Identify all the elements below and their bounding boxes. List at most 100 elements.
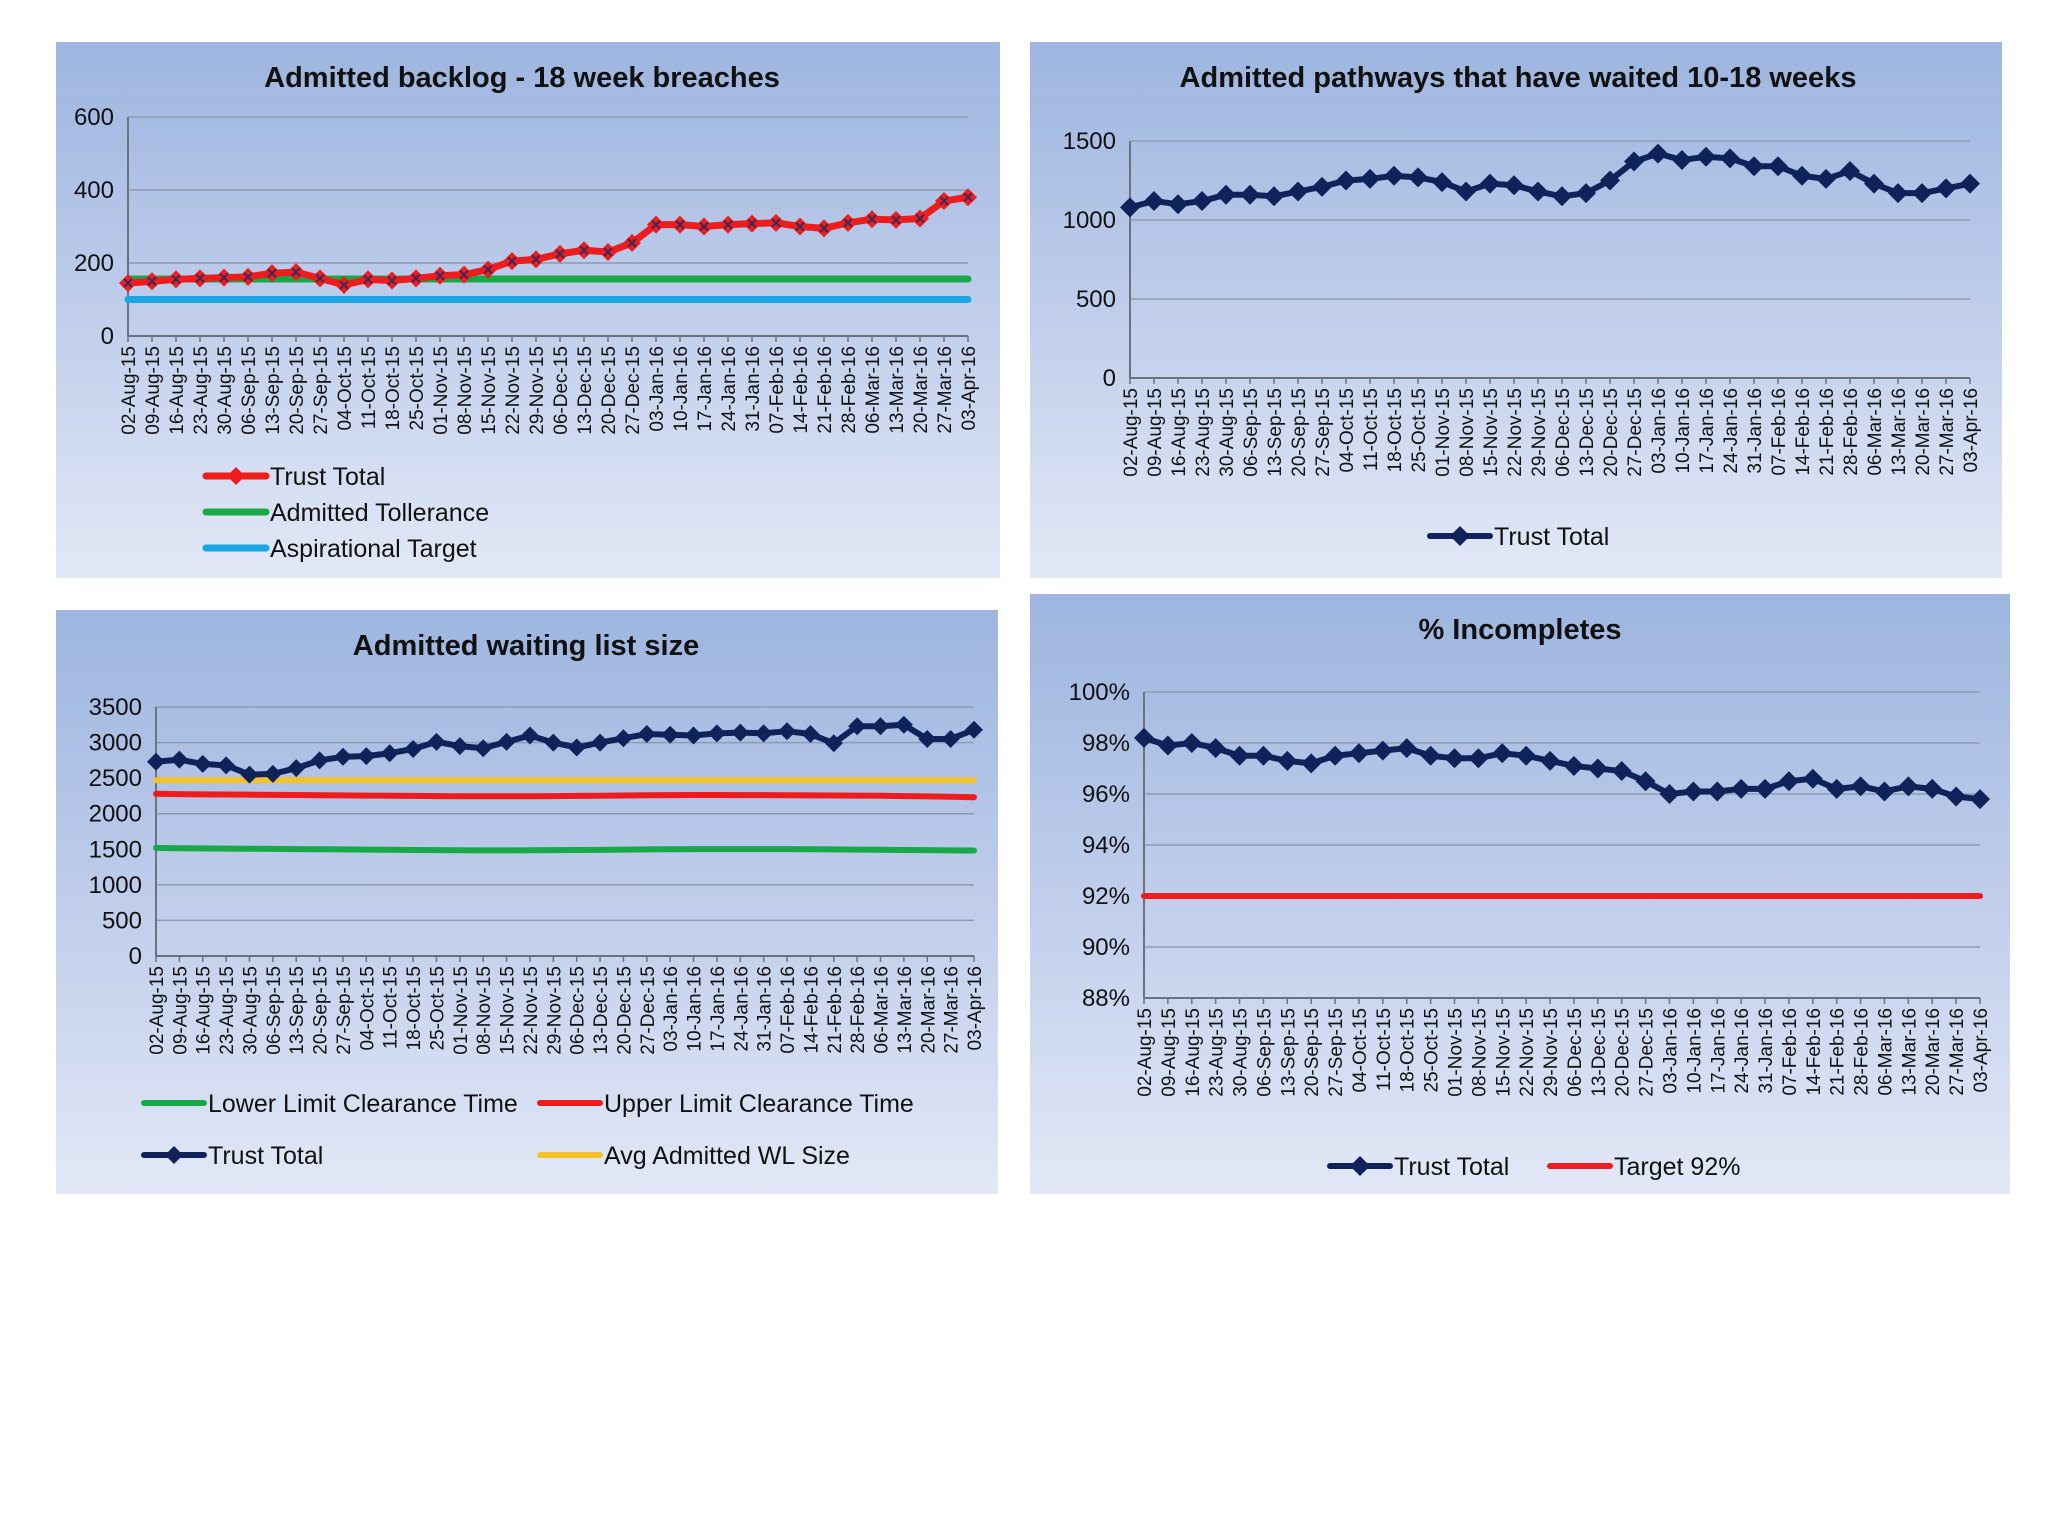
- data-point: [778, 722, 797, 741]
- x-tick-label: 06-Mar-16: [872, 966, 893, 1054]
- x-tick-label: 28-Feb-16: [1852, 1008, 1873, 1096]
- data-point: [1587, 758, 1608, 779]
- x-tick-label: 10-Jan-16: [1684, 1008, 1705, 1094]
- data-point: [1408, 167, 1428, 188]
- x-tick-label: 13-Dec-15: [575, 346, 596, 435]
- x-tick-label: 20-Mar-16: [911, 346, 932, 434]
- y-tick-label: 1500: [89, 836, 142, 863]
- x-tick-label: 20-Dec-15: [1601, 388, 1622, 477]
- data-point: [1134, 727, 1154, 748]
- data-point: [1480, 173, 1500, 194]
- x-tick-label: 07-Feb-16: [1780, 1008, 1801, 1096]
- data-point: [1264, 186, 1284, 207]
- x-tick-label: 06-Dec-15: [1565, 1008, 1586, 1097]
- y-tick-label: 1500: [1063, 128, 1116, 155]
- x-tick-label: 20-Sep-15: [311, 966, 332, 1055]
- x-tick-label: 06-Sep-15: [1241, 388, 1262, 477]
- x-tick-label: 31-Jan-16: [1745, 388, 1766, 474]
- data-point: [591, 733, 610, 752]
- x-tick-label: 03-Jan-16: [1649, 388, 1670, 474]
- chart-wlsize: Admitted waiting list size 0 500 1000 1500 2…: [89, 630, 986, 1170]
- data-point: [1672, 149, 1692, 170]
- data-point: [1707, 781, 1728, 802]
- data-point-cross: [579, 245, 589, 255]
- x-tick-label: 20-Mar-16: [1913, 388, 1934, 476]
- data-point: [1874, 781, 1895, 802]
- x-tick-label: 18-Oct-15: [404, 966, 425, 1050]
- chart-incompletes: % Incompletes 88% 90% 92% 94% 96% 98% 100% 02-A…: [1069, 614, 1992, 1181]
- x-tick-label: 14-Feb-16: [791, 346, 812, 434]
- x-tick-label: 31-Jan-16: [1756, 1008, 1777, 1094]
- x-tick-label: 04-Oct-15: [357, 966, 378, 1050]
- x-tick-label: 17-Jan-16: [708, 966, 729, 1052]
- legend-marker: [1450, 526, 1470, 546]
- y-tick-label: 2000: [89, 801, 142, 828]
- data-point: [1840, 161, 1860, 182]
- x-tick-label: 06-Sep-15: [264, 966, 285, 1055]
- data-point: [918, 730, 937, 749]
- x-tick-label: 23-Aug-15: [191, 346, 212, 435]
- y-tick-label: 600: [74, 104, 114, 131]
- data-point: [1216, 184, 1236, 205]
- x-tick-label: 27-Mar-16: [1937, 388, 1958, 476]
- chart-panel-wlsize: Admitted waiting list size 0 500 1000 1500 2…: [56, 610, 998, 1194]
- x-tick-label: 04-Oct-15: [335, 346, 356, 430]
- y-tick-label: 200: [74, 250, 114, 277]
- x-tick-label: 07-Feb-16: [778, 966, 799, 1054]
- x-tick-label: 09-Aug-15: [1159, 1008, 1180, 1097]
- legend-entry: Trust Total: [270, 463, 385, 491]
- data-point: [1492, 743, 1513, 764]
- data-point: [1528, 181, 1548, 202]
- x-tick-label: 02-Aug-15: [1135, 1008, 1156, 1097]
- series-line: [153, 844, 977, 854]
- legend-entry: Target 92%: [1614, 1153, 1740, 1181]
- data-point: [1552, 186, 1572, 207]
- legend-entry: Trust Total: [1394, 1153, 1509, 1181]
- data-point: [404, 739, 423, 758]
- chart-title: Admitted waiting list size: [353, 630, 699, 662]
- data-point: [731, 723, 750, 742]
- data-point: [871, 717, 890, 736]
- x-tick-label: 10-Jan-16: [685, 966, 706, 1052]
- x-tick-label: 29-Nov-15: [1541, 1008, 1562, 1097]
- x-tick-label: 30-Aug-15: [1231, 1008, 1252, 1097]
- x-tick-label: 30-Aug-15: [240, 966, 261, 1055]
- series-line: [153, 721, 977, 778]
- x-tick-label: 20-Mar-16: [1923, 1008, 1944, 1096]
- data-point-cross: [507, 256, 517, 266]
- data-point: [941, 730, 960, 749]
- x-tick-label: 25-Oct-15: [1409, 388, 1430, 472]
- data-point: [1946, 786, 1967, 807]
- x-tick-label: 22-Nov-15: [521, 966, 542, 1055]
- x-tick-label: 06-Mar-16: [1865, 388, 1886, 476]
- x-tick-label: 09-Aug-15: [143, 346, 164, 435]
- x-tick-label: 11-Oct-15: [1374, 1008, 1395, 1091]
- data-point: [1277, 750, 1298, 771]
- y-tick-label: 400: [74, 177, 114, 204]
- x-tick-label: 14-Feb-16: [801, 966, 822, 1054]
- data-point: [1181, 733, 1202, 753]
- data-point: [614, 729, 633, 748]
- x-tick-label: 30-Aug-15: [215, 346, 236, 435]
- x-tick-label: 20-Dec-15: [599, 346, 620, 435]
- data-point: [1696, 146, 1716, 167]
- data-point: [1755, 778, 1776, 799]
- x-tick-label: 17-Jan-16: [1708, 1008, 1729, 1094]
- x-tick-label: 02-Aug-15: [119, 346, 140, 435]
- data-point: [333, 747, 352, 766]
- x-tick-label: 10-Jan-16: [1673, 388, 1694, 474]
- data-point: [1744, 156, 1764, 177]
- data-point: [520, 726, 539, 745]
- x-tick-label: 15-Nov-15: [479, 346, 500, 435]
- y-tick-label: 0: [1103, 365, 1116, 392]
- x-tick-label: 20-Mar-16: [918, 966, 939, 1054]
- data-point-cross: [459, 269, 469, 280]
- y-tick-label: 500: [102, 907, 142, 934]
- x-tick-label: 21-Feb-16: [825, 966, 846, 1054]
- data-point-cross: [675, 219, 685, 230]
- x-tick-label: 03-Apr-16: [1971, 1008, 1992, 1093]
- x-tick-label: 06-Mar-16: [863, 346, 884, 434]
- data-point: [1229, 745, 1250, 766]
- data-point: [1888, 183, 1908, 204]
- data-point-cross: [891, 215, 901, 225]
